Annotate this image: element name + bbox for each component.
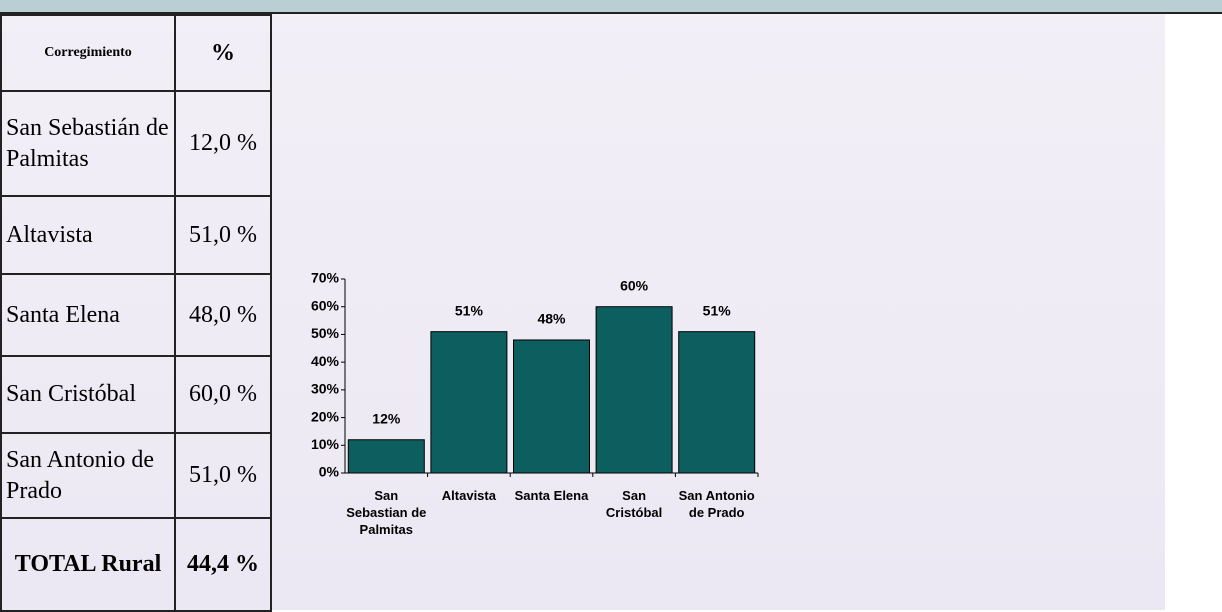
slide: Corregimiento % San Sebastián de Palmita… <box>0 0 1222 610</box>
bar <box>514 340 590 473</box>
bar <box>348 440 424 473</box>
bar <box>679 332 755 473</box>
y-tick-label: 60% <box>311 297 340 313</box>
y-tick-label: 50% <box>311 325 340 341</box>
x-tick-label: Altavista <box>428 487 510 504</box>
y-tick-label: 10% <box>311 436 340 452</box>
data-label: 51% <box>455 302 484 318</box>
data-label: 51% <box>703 302 732 318</box>
x-tick-label: San Antonio de Prado <box>676 487 758 521</box>
y-tick-label: 20% <box>311 408 340 424</box>
bar <box>431 332 507 473</box>
data-label: 12% <box>372 410 401 426</box>
data-label: 48% <box>537 311 566 327</box>
x-tick-label: San Cristóbal <box>593 487 675 521</box>
data-label: 60% <box>620 277 649 293</box>
y-tick-label: 40% <box>311 353 340 369</box>
y-tick-label: 0% <box>319 464 340 480</box>
y-tick-label: 30% <box>311 381 340 397</box>
x-tick-label: San Sebastian de Palmitas <box>345 487 427 538</box>
bar <box>596 307 672 473</box>
x-tick-label: Santa Elena <box>511 487 593 504</box>
y-tick-label: 70% <box>311 270 340 286</box>
